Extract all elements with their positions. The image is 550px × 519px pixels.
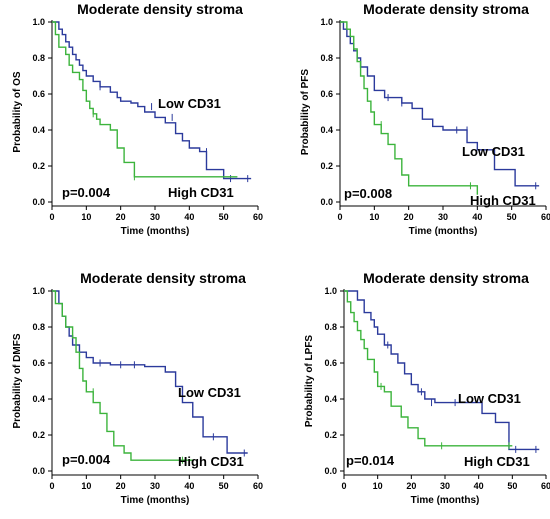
km-curve-high <box>344 290 513 447</box>
km-curve-low <box>52 290 248 454</box>
panel-title: Moderate density stroma <box>363 1 529 17</box>
x-tick-label: 60 <box>253 481 263 491</box>
y-tick-label: 0.4 <box>324 394 337 404</box>
x-tick-label: 20 <box>116 212 126 222</box>
y-tick-label: 0.2 <box>32 161 45 171</box>
series-label-high: High CD31 <box>178 454 244 469</box>
y-tick-label: 0.8 <box>32 53 45 63</box>
x-tick-label: 60 <box>541 481 550 491</box>
x-tick-label: 50 <box>219 212 229 222</box>
x-tick-label: 60 <box>253 212 263 222</box>
x-axis-label: Time (months) <box>121 226 190 237</box>
x-axis-label: Time (months) <box>121 495 190 506</box>
x-axis-label: Time (months) <box>409 226 478 237</box>
series-label-low: Low CD31 <box>462 144 525 159</box>
km-panel-4: Moderate density stroma 0.0 0.2 0.4 0.6 0.8 1.… <box>304 270 550 506</box>
x-tick-label: 50 <box>507 212 517 222</box>
y-tick-label: 0.4 <box>32 394 45 404</box>
y-axis-label: Probability of PFS <box>300 69 311 155</box>
p-value: p=0.004 <box>62 452 111 467</box>
x-tick-label: 60 <box>541 212 550 222</box>
y-tick-label: 0.2 <box>324 430 337 440</box>
x-tick-label: 0 <box>341 481 346 491</box>
x-tick-label: 40 <box>474 481 484 491</box>
y-tick-label: 0.8 <box>324 322 337 332</box>
y-tick-label: 0.6 <box>320 89 333 99</box>
series-label-high: High CD31 <box>168 185 234 200</box>
y-tick-label: 0.4 <box>32 125 45 135</box>
x-tick-label: 50 <box>507 481 517 491</box>
series-label-low: Low CD31 <box>178 385 241 400</box>
x-axis-label: Time (months) <box>411 495 480 506</box>
x-tick-label: 20 <box>406 481 416 491</box>
x-tick-label: 20 <box>404 212 414 222</box>
x-tick-label: 10 <box>373 481 383 491</box>
y-tick-label: 0.6 <box>324 358 337 368</box>
y-tick-label: 0.0 <box>32 197 45 207</box>
y-tick-label: 0.4 <box>320 125 333 135</box>
x-tick-label: 10 <box>81 481 91 491</box>
x-tick-label: 10 <box>369 212 379 222</box>
km-curve-high <box>340 21 479 195</box>
series-label-high: High CD31 <box>464 454 530 469</box>
y-tick-label: 0.0 <box>320 197 333 207</box>
x-tick-label: 0 <box>337 212 342 222</box>
km-curve-high <box>52 21 238 178</box>
y-tick-label: 0.6 <box>32 89 45 99</box>
x-tick-label: 30 <box>150 212 160 222</box>
km-curve-high <box>52 290 193 461</box>
y-tick-label: 0.8 <box>320 53 333 63</box>
series-label-low: Low CD31 <box>458 391 521 406</box>
km-panel-1: Moderate density stroma 0.0 0.2 0.4 0.6 0.8 1.… <box>12 1 263 237</box>
panel-title: Moderate density stroma <box>363 270 529 286</box>
p-value: p=0.008 <box>344 186 392 201</box>
y-tick-label: 0.2 <box>32 430 45 440</box>
x-tick-label: 40 <box>472 212 482 222</box>
x-tick-label: 30 <box>150 481 160 491</box>
panel-title: Moderate density stroma <box>77 1 243 17</box>
series-label-high: High CD31 <box>470 193 536 208</box>
x-tick-label: 0 <box>49 212 54 222</box>
x-tick-label: 0 <box>49 481 54 491</box>
x-tick-label: 20 <box>116 481 126 491</box>
p-value: p=0.004 <box>62 185 111 200</box>
km-curve-low <box>52 21 252 180</box>
y-axis-label: Probability of OS <box>12 71 23 152</box>
y-tick-label: 1.0 <box>324 286 337 296</box>
x-tick-label: 10 <box>81 212 91 222</box>
y-tick-label: 0.6 <box>32 358 45 368</box>
km-panel-2: Moderate density stroma 0.0 0.2 0.4 0.6 0.8 1.… <box>300 1 550 237</box>
y-tick-label: 0.0 <box>324 466 337 476</box>
panel-title: Moderate density stroma <box>80 270 246 286</box>
km-panel-3: Moderate density stroma 0.0 0.2 0.4 0.6 0.8 1.… <box>12 270 263 506</box>
x-tick-label: 40 <box>184 212 194 222</box>
p-value: p=0.014 <box>346 453 395 468</box>
x-tick-label: 30 <box>438 212 448 222</box>
y-tick-label: 1.0 <box>32 286 45 296</box>
x-tick-label: 40 <box>184 481 194 491</box>
x-tick-label: 50 <box>219 481 229 491</box>
km-curve-low <box>344 290 540 451</box>
km-curve-low <box>340 21 540 187</box>
y-tick-label: 1.0 <box>32 17 45 27</box>
y-tick-label: 0.0 <box>32 466 45 476</box>
x-tick-label: 30 <box>440 481 450 491</box>
y-tick-label: 0.2 <box>320 161 333 171</box>
y-axis-label: Probability of DMFS <box>12 333 23 428</box>
y-tick-label: 1.0 <box>320 17 333 27</box>
y-axis-label: Probability of LPFS <box>304 335 315 428</box>
y-tick-label: 0.8 <box>32 322 45 332</box>
series-label-low: Low CD31 <box>158 96 221 111</box>
